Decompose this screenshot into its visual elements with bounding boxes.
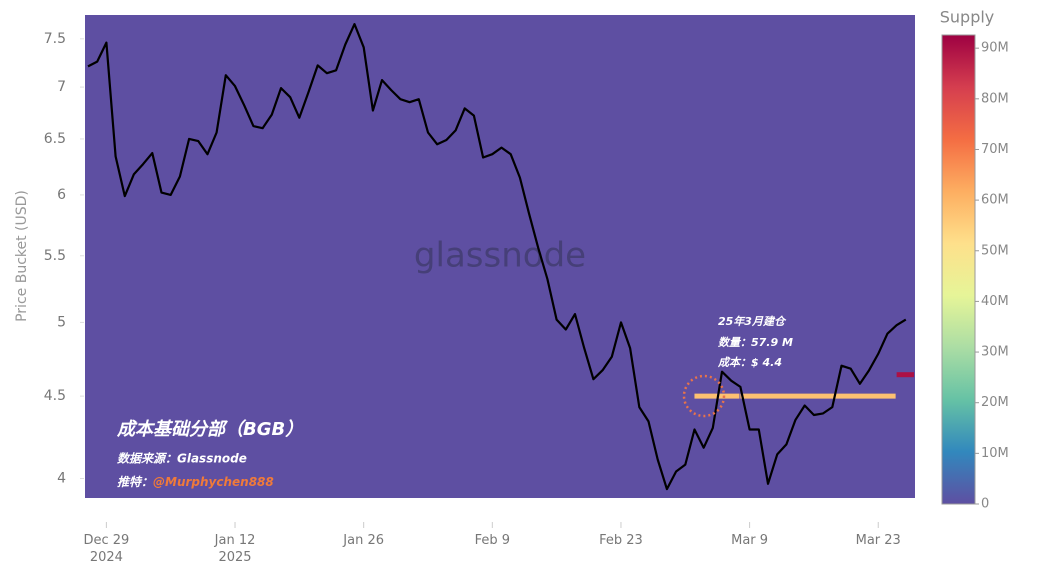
x-tick-label: Jan 12 2025 [214,533,256,565]
colorbar-tick-label: 90M [981,41,1009,56]
highlight-circle [682,374,726,418]
y-tick-label: 7 [57,79,66,95]
annotation-line: 数量：57.9 M [718,336,793,349]
colorbar-tick-label: 10M [981,446,1009,461]
colorbar-tick-label: 50M [981,243,1009,258]
x-tick-label: Feb 23 [599,533,643,548]
x-tick-label: Mar 9 [731,533,769,548]
y-tick-label: 5 [57,314,66,330]
heatmap-cell [740,393,896,399]
y-axis-label: Price Bucket (USD) [14,190,30,322]
twitter-handle: @Murphychen888 [153,475,274,489]
colorbar-tick-label: 30M [981,345,1009,360]
y-tick-label: 5.5 [44,248,66,264]
annotation-line: 成本：$ 4.4 [717,356,782,369]
x-tick-label: Jan 26 [343,533,385,548]
y-tick-label: 6.5 [44,131,66,147]
y-tick-label: 4 [57,470,66,486]
colorbar-tick-label: 80M [981,91,1009,106]
colorbar-tick-label: 0 [981,497,989,512]
price-line [87,23,907,491]
overlay-title: 成本基础分部（BGB） [116,419,303,440]
watermark: glassnode [414,236,586,276]
y-tick-label: 6 [57,187,66,203]
y-tick-label: 7.5 [44,31,66,47]
overlay-twitter: 推特：@Murphychen888 [117,475,274,489]
x-tick-label: Dec 29 2024 [83,533,130,565]
colorbar [941,34,976,505]
colorbar-tick-label: 70M [981,142,1009,157]
twitter-prefix: 推特： [117,475,153,489]
colorbar-title: Supply [940,8,995,27]
colorbar-tick-label: 60M [981,193,1009,208]
x-tick-label: Feb 9 [474,533,510,548]
y-tick-label: 4.5 [44,388,66,404]
annotation-line: 25年3月建仓 [718,315,787,328]
colorbar-tick-label: 40M [981,294,1009,309]
colorbar-tick-label: 20M [981,395,1009,410]
x-tick-label: Mar 23 [855,533,901,548]
heatmap-cell [896,372,914,378]
overlay-source: 数据来源：Glassnode [117,452,247,466]
